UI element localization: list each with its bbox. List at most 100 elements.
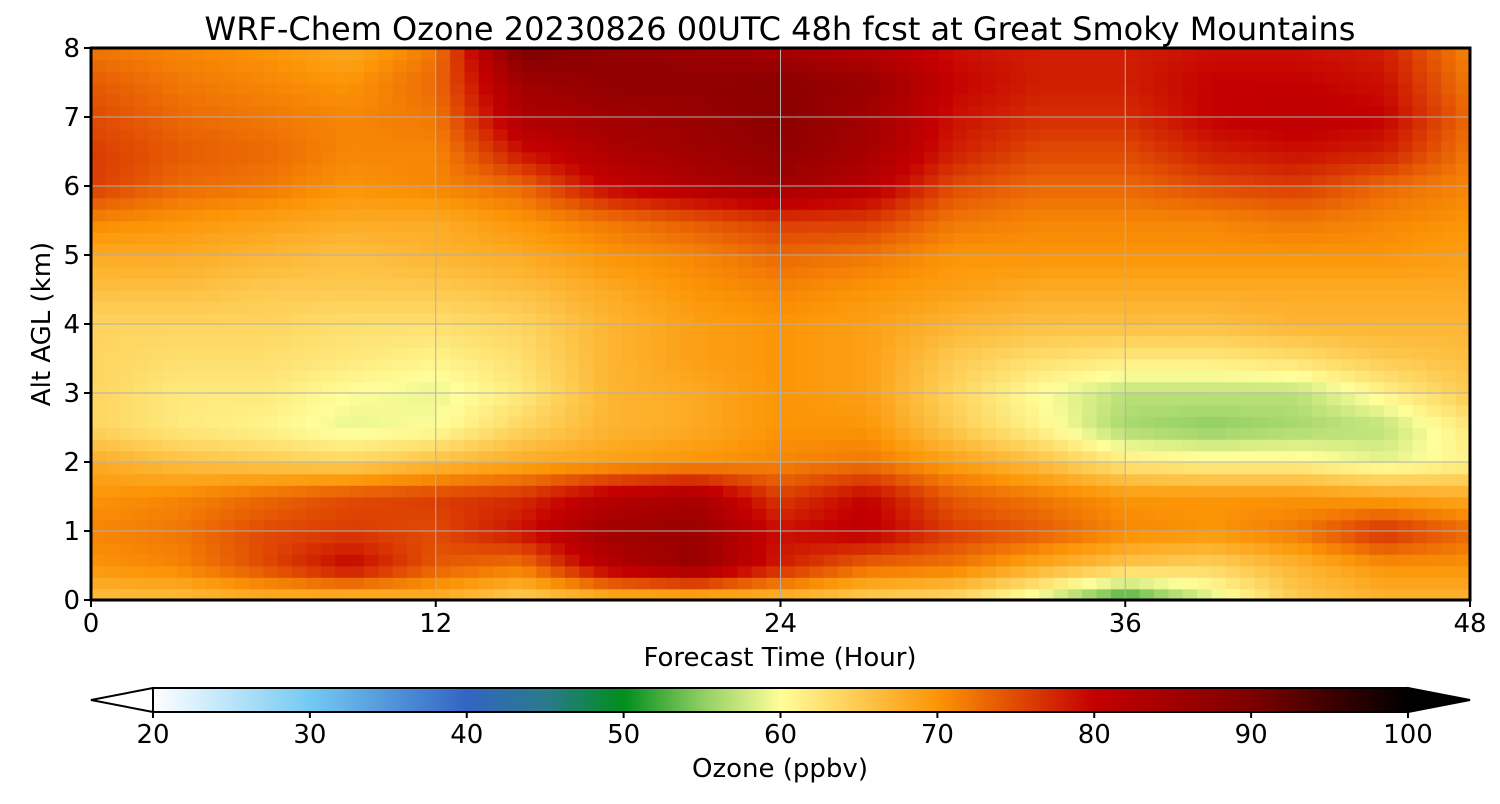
heatmap-cell: [205, 174, 222, 187]
heatmap-cell: [450, 232, 466, 245]
heatmap-cell: [306, 335, 322, 348]
heatmap-cell: [579, 439, 595, 452]
heatmap-cell: [622, 485, 638, 498]
heatmap-cell: [665, 278, 681, 291]
heatmap-cell: [909, 473, 925, 486]
heatmap-cell: [162, 496, 178, 509]
heatmap-cell: [1039, 554, 1055, 567]
heatmap-cell: [507, 94, 523, 107]
heatmap-cell: [550, 577, 566, 590]
heatmap-cell: [134, 301, 150, 314]
heatmap-cell: [981, 151, 997, 164]
heatmap-cell: [1053, 266, 1069, 279]
heatmap-cell: [421, 416, 437, 429]
heatmap-cell: [1139, 324, 1155, 337]
heatmap-cell: [1297, 312, 1313, 325]
heatmap-cell: [249, 496, 265, 509]
heatmap-cell: [205, 266, 222, 279]
heatmap-cell: [967, 71, 983, 84]
heatmap-cell: [593, 542, 609, 555]
heatmap-cell: [234, 220, 250, 233]
heatmap-cell: [162, 358, 178, 371]
heatmap-cell: [550, 94, 566, 107]
heatmap-cell: [277, 312, 293, 325]
heatmap-cell: [1153, 312, 1170, 325]
heatmap-cell: [91, 381, 107, 394]
heatmap-cell: [507, 542, 523, 555]
heatmap-cell: [205, 381, 222, 394]
heatmap-cell: [320, 117, 336, 130]
heatmap-cell: [478, 59, 494, 72]
heatmap-cell: [1039, 531, 1055, 544]
heatmap-cell: [909, 140, 925, 153]
heatmap-cell: [1441, 347, 1457, 360]
heatmap-cell: [119, 416, 135, 429]
heatmap-cell: [636, 255, 653, 268]
heatmap-cell: [694, 151, 710, 164]
heatmap-cell: [292, 140, 308, 153]
heatmap-cell: [349, 577, 365, 590]
heatmap-cell: [277, 473, 293, 486]
heatmap-cell: [809, 243, 825, 256]
heatmap-cell: [464, 335, 480, 348]
heatmap-cell: [220, 393, 236, 406]
heatmap-cell: [579, 140, 595, 153]
heatmap-cell: [363, 232, 380, 245]
heatmap-cell: [895, 255, 911, 268]
heatmap-cell: [1096, 588, 1112, 600]
heatmap-cell: [952, 232, 969, 245]
heatmap-cell: [1369, 324, 1385, 337]
heatmap-cell: [1455, 554, 1470, 567]
heatmap-cell: [105, 508, 121, 521]
heatmap-cell: [967, 577, 983, 590]
heatmap-cell: [435, 427, 451, 440]
heatmap-cell: [1039, 232, 1055, 245]
heatmap-cell: [952, 48, 969, 61]
heatmap-cell: [550, 347, 566, 360]
heatmap-cell: [809, 531, 825, 544]
heatmap-cell: [967, 381, 983, 394]
heatmap-cell: [205, 462, 222, 475]
heatmap-cell: [134, 197, 150, 210]
heatmap-cell: [1197, 439, 1213, 452]
heatmap-cell: [737, 301, 753, 314]
heatmap-cell: [1096, 278, 1112, 291]
heatmap-cell: [1053, 542, 1069, 555]
heatmap-cell: [608, 255, 624, 268]
heatmap-cell: [177, 473, 193, 486]
heatmap-cell: [378, 163, 394, 176]
heatmap-cell: [277, 71, 293, 84]
heatmap-cell: [1326, 232, 1342, 245]
heatmap-cell: [1039, 508, 1055, 521]
heatmap-cell: [550, 531, 566, 544]
heatmap-cell: [1010, 301, 1026, 314]
heatmap-cell: [952, 243, 969, 256]
heatmap-cell: [952, 404, 969, 417]
heatmap-cell: [1182, 531, 1198, 544]
heatmap-cell: [493, 519, 509, 532]
heatmap-cell: [593, 289, 609, 302]
heatmap-cell: [579, 209, 595, 222]
heatmap-cell: [1311, 151, 1328, 164]
heatmap-cell: [550, 151, 566, 164]
heatmap-cell: [478, 105, 494, 118]
heatmap-cell: [435, 588, 451, 600]
heatmap-cell: [306, 117, 322, 130]
heatmap-cell: [852, 278, 868, 291]
heatmap-cell: [1383, 71, 1399, 84]
heatmap-cell: [1398, 59, 1414, 72]
heatmap-cell: [1139, 243, 1155, 256]
heatmap-cell: [665, 358, 681, 371]
heatmap-cell: [134, 128, 150, 141]
heatmap-cell: [1153, 82, 1170, 95]
heatmap-cell: [837, 531, 854, 544]
heatmap-cell: [1254, 48, 1270, 61]
heatmap-cell: [794, 243, 811, 256]
heatmap-cell: [1355, 220, 1371, 233]
heatmap-cell: [1311, 347, 1328, 360]
heatmap-cell: [909, 416, 925, 429]
heatmap-cell: [363, 186, 380, 199]
heatmap-cell: [895, 220, 911, 233]
heatmap-cell: [895, 117, 911, 130]
heatmap-cell: [881, 473, 897, 486]
